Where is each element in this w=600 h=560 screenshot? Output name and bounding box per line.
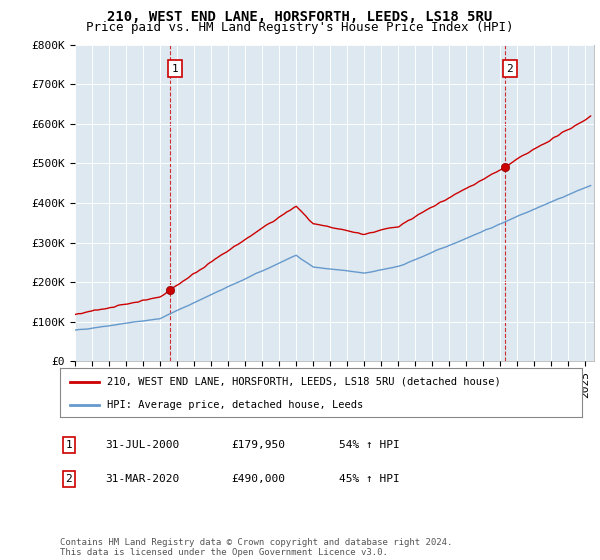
Text: 1: 1 — [172, 63, 178, 73]
Text: HPI: Average price, detached house, Leeds: HPI: Average price, detached house, Leed… — [107, 400, 363, 410]
Text: Price paid vs. HM Land Registry's House Price Index (HPI): Price paid vs. HM Land Registry's House … — [86, 21, 514, 34]
Text: 31-MAR-2020: 31-MAR-2020 — [105, 474, 179, 484]
Text: 210, WEST END LANE, HORSFORTH, LEEDS, LS18 5RU (detached house): 210, WEST END LANE, HORSFORTH, LEEDS, LS… — [107, 377, 501, 387]
Text: 31-JUL-2000: 31-JUL-2000 — [105, 440, 179, 450]
Text: £179,950: £179,950 — [231, 440, 285, 450]
Text: £490,000: £490,000 — [231, 474, 285, 484]
Text: 54% ↑ HPI: 54% ↑ HPI — [339, 440, 400, 450]
Text: Contains HM Land Registry data © Crown copyright and database right 2024.
This d: Contains HM Land Registry data © Crown c… — [60, 538, 452, 557]
Text: 2: 2 — [506, 63, 513, 73]
Text: 1: 1 — [65, 440, 73, 450]
Text: 2: 2 — [65, 474, 73, 484]
Text: 210, WEST END LANE, HORSFORTH, LEEDS, LS18 5RU: 210, WEST END LANE, HORSFORTH, LEEDS, LS… — [107, 10, 493, 24]
Text: 45% ↑ HPI: 45% ↑ HPI — [339, 474, 400, 484]
